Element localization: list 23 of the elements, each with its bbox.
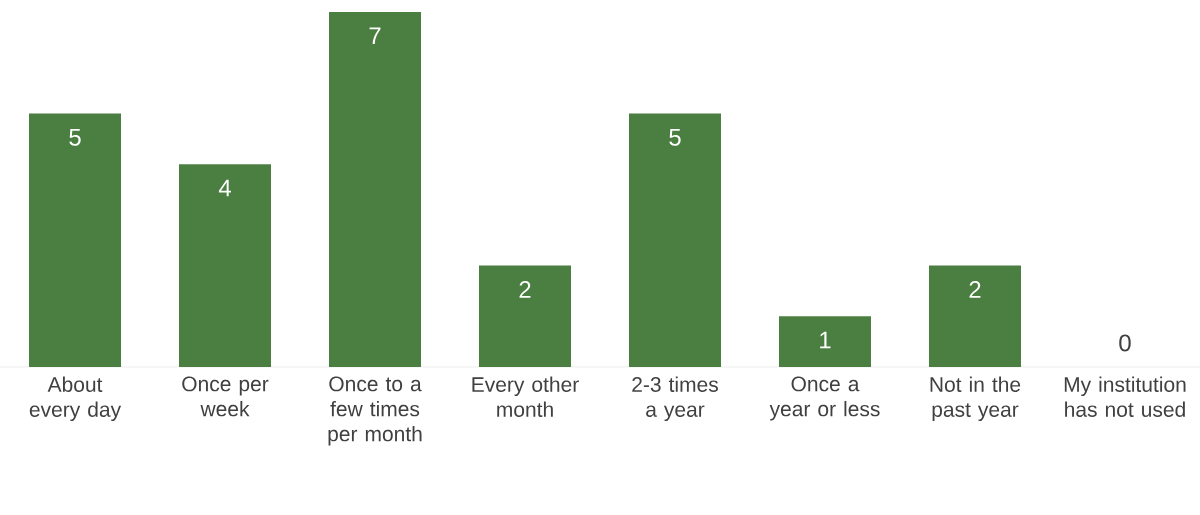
bar [778, 316, 871, 367]
bar [479, 265, 571, 367]
bar [29, 113, 122, 367]
data-label: 1 [820, 331, 831, 349]
data-label: 0 [1119, 334, 1131, 352]
x-tick-label: My institution has not used [1064, 376, 1186, 417]
bar [928, 265, 1021, 367]
x-tick-label: 2-3 times a year [632, 376, 718, 422]
x-tick-label: About every day [29, 376, 122, 422]
x-tick-label: Not in the past year [930, 376, 1021, 422]
x-tick-label: Every other month [472, 376, 579, 417]
bar [628, 113, 721, 367]
bar [329, 11, 421, 367]
data-label: 2 [969, 281, 981, 298]
data-label: 5 [69, 128, 81, 146]
data-label: 5 [669, 128, 681, 146]
bar [179, 164, 271, 367]
data-label: 2 [519, 281, 531, 298]
data-label: 7 [369, 27, 381, 45]
x-tick-label: Once a year or less [769, 376, 880, 421]
x-tick-label: Once to a few times per month [328, 376, 422, 446]
data-label: 4 [218, 179, 231, 197]
x-tick-label: Once per week [182, 376, 269, 417]
